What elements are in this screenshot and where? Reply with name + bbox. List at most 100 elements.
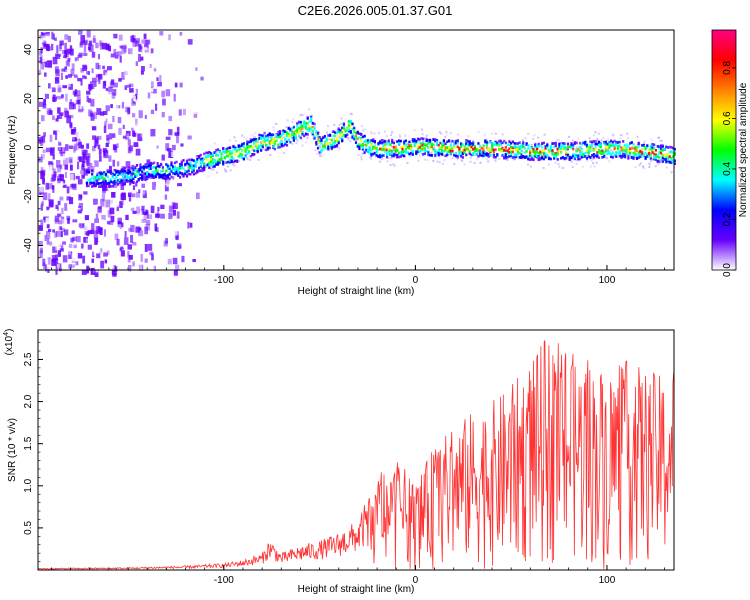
spectrogram-cell (216, 163, 220, 166)
spectrogram-cell (254, 140, 258, 143)
spectrogram-cell (135, 40, 139, 47)
spectrogram-cell (354, 141, 358, 144)
spectrogram-cell (173, 93, 176, 102)
spectrogram-cell (480, 153, 483, 156)
spectrogram-cell (72, 137, 77, 142)
spectrogram-cell (48, 83, 51, 89)
spectrogram-cell (558, 165, 561, 168)
spectrogram-cell (332, 144, 335, 147)
spectrogram-cell (147, 92, 151, 99)
spectrogram-cell (121, 101, 125, 109)
spectrogram-cell (268, 146, 271, 150)
spectrogram-cell (341, 136, 344, 139)
spectrogram-cell (597, 156, 601, 159)
spectrogram-cell (128, 177, 132, 182)
spectrogram-cell (113, 178, 116, 181)
spectrogram-cell (70, 237, 74, 243)
spectrogram-cell (421, 133, 424, 136)
spectrogram-cell (253, 132, 256, 135)
spectrogram-cell (99, 185, 102, 188)
spectrogram-cell (665, 156, 668, 159)
spectrogram-cell (457, 133, 460, 136)
spectrogram-cell (135, 174, 139, 177)
spectrogram-cell (482, 151, 485, 155)
spectrogram-cell (566, 145, 570, 149)
spectrogram-cell (80, 92, 85, 98)
spectrogram-cell (191, 166, 194, 169)
spectrogram-cell (113, 182, 119, 187)
spectrogram-cell (601, 152, 604, 155)
spectrogram-cell (82, 75, 86, 80)
spectrogram-cell (287, 127, 290, 130)
spectrogram-cell (82, 211, 87, 219)
spectrogram-cell (56, 165, 62, 173)
spectrogram-cell (418, 146, 421, 149)
spectrogram-cell (553, 145, 556, 149)
spectrogram-cell (572, 147, 575, 151)
spectrogram-cell (516, 145, 520, 149)
spectrogram-cell (653, 143, 656, 147)
spectrogram-cell (273, 142, 276, 146)
spectrogram-cell (408, 146, 411, 150)
spectrogram-cell (121, 72, 125, 80)
spectrogram-cell (434, 149, 437, 152)
spectrogram-cell (510, 148, 513, 152)
spectrogram-cell (42, 79, 45, 87)
spectrogram-cell (355, 133, 358, 136)
spectrogram-cell (147, 113, 152, 117)
spectrogram-cell (289, 128, 292, 131)
spectrogram-cell (93, 247, 96, 256)
spectrogram-cell (173, 165, 176, 169)
spectrogram-cell (304, 141, 307, 144)
spectrogram-cell (611, 151, 614, 155)
spectrogram-cell (233, 136, 236, 139)
spectrogram-cell (537, 158, 540, 161)
spectrogram-cell (105, 55, 109, 61)
spectrogram-cell (346, 127, 349, 131)
spectrogram-cell (172, 172, 175, 175)
spectrogram-cell (144, 226, 148, 235)
spectrogram-cell (191, 170, 194, 173)
spectrogram-cell (422, 143, 425, 146)
spectrogram-cell (284, 137, 287, 141)
spectrogram-cell (134, 175, 137, 178)
spectrogram-cell (453, 144, 456, 147)
spectrogram-cell (48, 164, 52, 170)
spectrogram-cell (98, 182, 101, 185)
spectrogram-cell (232, 160, 235, 164)
spectrogram-cell (410, 147, 413, 150)
spectrogram-cell (280, 134, 283, 137)
spectrogram-cell (562, 166, 565, 169)
spectrogram-cell (153, 176, 156, 179)
spectrogram-cell (166, 175, 170, 178)
spectrogram-cell (168, 205, 174, 213)
spectrogram-cell (138, 110, 143, 119)
spectrogram-cell (152, 181, 156, 190)
spectrogram-cell (132, 210, 137, 214)
spectrogram-cell (314, 149, 317, 152)
spectrogram-cell (38, 36, 44, 43)
colorbar-tick-label: 0.6 (722, 111, 733, 125)
spectrogram-cell (306, 129, 309, 132)
spectrogram-cell (42, 153, 48, 161)
spectrogram-cell (342, 127, 345, 130)
spectrogram-cell (222, 150, 225, 153)
spectrogram-cell (333, 137, 336, 140)
spectrogram-cell (597, 144, 601, 147)
spectrogram-cell (520, 153, 523, 156)
spectrogram-cell (242, 148, 245, 152)
spectrogram-cell (146, 175, 149, 178)
spectrogram-cell (103, 229, 107, 237)
spectrogram-cell (315, 143, 318, 146)
spectrogram-cell (604, 148, 607, 151)
spectrogram-cell (119, 201, 123, 208)
spectrogram-cell (291, 143, 294, 145)
spectrogram-cell (476, 158, 478, 161)
spectrogram-cell (185, 175, 189, 178)
spectrogram-cell (240, 141, 243, 144)
spectrogram-cell (445, 133, 448, 136)
spectrogram-cell (341, 126, 344, 130)
spectrogram-cell (504, 156, 507, 160)
spectrogram-cell (499, 139, 502, 143)
spectrogram-cell (523, 151, 526, 154)
